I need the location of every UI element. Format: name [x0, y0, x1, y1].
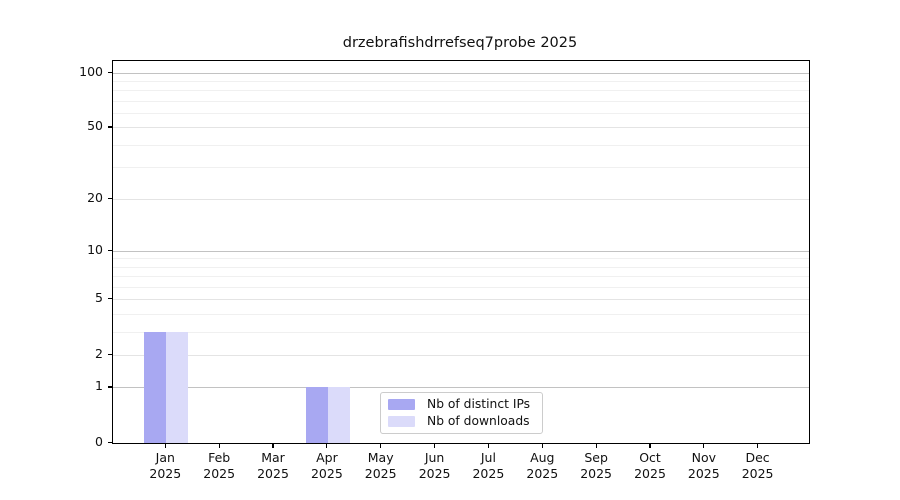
- bar-jan-distinct-ips: [144, 331, 167, 443]
- gridline-3: [113, 331, 809, 333]
- legend-swatch-distinct-ips: [388, 399, 415, 410]
- y-tick-label-1: 1: [95, 378, 103, 394]
- x-tick-mark-mar: [272, 443, 274, 448]
- y-tick-mark-50: [107, 126, 113, 128]
- gridline-30: [113, 167, 809, 169]
- gridline-1: [113, 387, 809, 389]
- legend-entry-distinct-ips: Nb of distinct IPs: [388, 398, 542, 411]
- chart-title: drzebrafishdrrefseq7probe 2025: [342, 35, 578, 51]
- x-tick-mark-aug: [541, 443, 543, 448]
- y-tick-label-10: 10: [87, 241, 103, 257]
- x-tick-label-aug: Aug 2025: [526, 450, 559, 481]
- y-tick-label-50: 50: [87, 118, 103, 134]
- x-tick-mark-oct: [649, 443, 651, 448]
- x-tick-mark-feb: [218, 443, 220, 448]
- gridline-60: [113, 113, 809, 114]
- bar-apr-downloads: [327, 387, 350, 443]
- x-tick-mark-dec: [757, 443, 759, 448]
- gridline-8: [113, 266, 809, 268]
- bar-apr-distinct-ips: [305, 387, 328, 443]
- gridline-10: [113, 250, 809, 252]
- y-tick-label-100: 100: [79, 63, 103, 79]
- x-tick-label-mar: Mar 2025: [257, 450, 289, 481]
- legend-swatch-downloads: [388, 416, 415, 427]
- gridline-70: [113, 100, 809, 102]
- gridline-9: [113, 258, 809, 260]
- y-tick-mark-20: [107, 197, 113, 199]
- bar-jan-downloads: [166, 331, 189, 443]
- y-tick-label-0: 0: [95, 434, 103, 449]
- x-tick-label-jan: Jan 2025: [149, 450, 182, 481]
- gridline-7: [113, 276, 809, 278]
- x-tick-label-may: May 2025: [364, 450, 397, 481]
- x-tick-label-oct: Oct 2025: [634, 450, 666, 481]
- legend-label-downloads: Nb of downloads: [427, 414, 530, 428]
- y-tick-mark-10: [107, 249, 113, 251]
- y-tick-mark-100: [107, 71, 113, 73]
- legend-entry-downloads: Nb of downloads: [388, 415, 542, 428]
- y-tick-mark-2: [107, 353, 113, 355]
- x-tick-mark-sep: [595, 443, 597, 448]
- gridline-50: [113, 127, 809, 129]
- gridline-4: [113, 313, 809, 315]
- gridline-80: [113, 90, 809, 92]
- x-tick-label-dec: Dec 2025: [741, 450, 774, 481]
- gridline-20: [113, 198, 809, 200]
- x-tick-mark-jun: [433, 443, 436, 448]
- gridline-90: [113, 80, 809, 82]
- gridline-5: [113, 299, 809, 301]
- x-tick-mark-jan: [164, 443, 166, 448]
- x-tick-label-apr: Apr 2025: [310, 450, 343, 481]
- x-tick-label-jul: Jul 2025: [472, 450, 505, 481]
- x-tick-label-nov: Nov 2025: [687, 450, 720, 481]
- legend: Nb of distinct IPs Nb of downloads: [380, 392, 543, 434]
- x-tick-mark-apr: [326, 443, 328, 448]
- y-tick-label-2: 2: [95, 345, 103, 361]
- x-tick-mark-nov: [703, 443, 705, 448]
- x-tick-label-jun: Jun 2025: [418, 450, 451, 481]
- y-tick-label-20: 20: [87, 189, 103, 205]
- gridline-6: [113, 286, 809, 288]
- legend-label-distinct-ips: Nb of distinct IPs: [427, 397, 531, 411]
- gridline-100: [113, 72, 809, 74]
- x-tick-mark-jul: [487, 443, 489, 448]
- y-tick-mark-1: [107, 386, 113, 388]
- gridline-40: [113, 144, 809, 146]
- gridline-2: [113, 354, 809, 356]
- plot-area: Nb of distinct IPs Nb of downloads: [112, 60, 810, 444]
- x-tick-label-sep: Sep 2025: [580, 450, 612, 481]
- y-tick-mark-5: [107, 298, 113, 300]
- x-tick-label-feb: Feb 2025: [203, 450, 236, 481]
- y-tick-mark-0: [107, 442, 113, 444]
- y-tick-label-5: 5: [95, 290, 103, 306]
- x-tick-mark-may: [380, 443, 382, 448]
